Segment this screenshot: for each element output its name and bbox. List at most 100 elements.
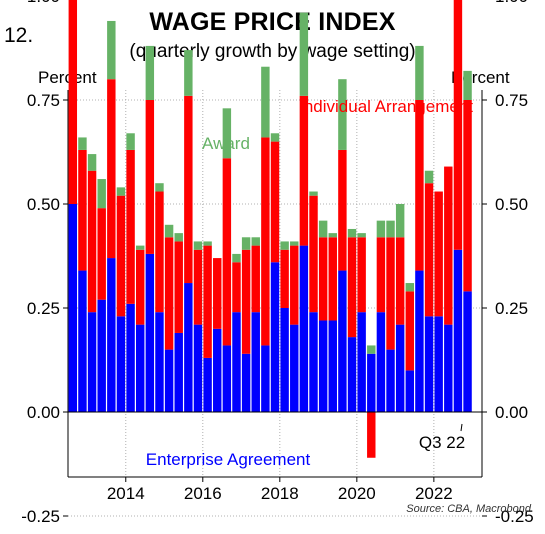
bar-individual-arrangement-31 bbox=[367, 412, 375, 458]
bar-award-25 bbox=[309, 192, 317, 196]
bar-individual-arrangement-9 bbox=[155, 192, 163, 313]
bar-enterprise-agreement-30 bbox=[357, 312, 365, 412]
xtick-label-1: 2016 bbox=[184, 484, 222, 503]
bar-enterprise-agreement-41 bbox=[463, 291, 471, 412]
bar-individual-arrangement-13 bbox=[194, 250, 202, 325]
bar-individual-arrangement-27 bbox=[329, 237, 337, 320]
bar-award-24 bbox=[300, 13, 308, 96]
ytick-right-label-6: 0.00 bbox=[495, 403, 528, 422]
bar-award-11 bbox=[175, 233, 183, 241]
annotation-pointer bbox=[461, 424, 462, 431]
bar-enterprise-agreement-34 bbox=[396, 325, 404, 412]
bar-enterprise-agreement-35 bbox=[406, 370, 414, 412]
bar-enterprise-agreement-7 bbox=[136, 325, 144, 412]
bar-enterprise-agreement-13 bbox=[194, 325, 202, 412]
ytick-left-label-5: 0.25 bbox=[27, 299, 60, 318]
bar-award-4 bbox=[107, 21, 115, 79]
bar-individual-arrangement-23 bbox=[290, 246, 298, 325]
bar-individual-arrangement-11 bbox=[175, 241, 183, 333]
ytick-left-label-7: -0.25 bbox=[21, 507, 60, 526]
bar-enterprise-agreement-24 bbox=[300, 246, 308, 412]
bar-enterprise-agreement-38 bbox=[434, 316, 442, 412]
bar-award-12 bbox=[184, 50, 192, 96]
bar-award-10 bbox=[165, 225, 173, 237]
ytick-left-label-4: 0.50 bbox=[27, 195, 60, 214]
bar-individual-arrangement-21 bbox=[271, 142, 279, 263]
series-label-enterprise-agreement: Enterprise Agreement bbox=[146, 450, 311, 469]
bar-enterprise-agreement-3 bbox=[97, 300, 105, 412]
bar-award-23 bbox=[290, 241, 298, 245]
bar-individual-arrangement-24 bbox=[300, 96, 308, 246]
source-note: Source: CBA, Macrobond bbox=[406, 503, 531, 515]
bar-individual-arrangement-15 bbox=[213, 258, 221, 329]
bar-individual-arrangement-38 bbox=[434, 192, 442, 317]
bar-enterprise-agreement-4 bbox=[107, 258, 115, 412]
bar-individual-arrangement-20 bbox=[261, 137, 269, 345]
bar-enterprise-agreement-10 bbox=[165, 350, 173, 412]
bar-award-22 bbox=[280, 241, 288, 249]
ytick-right-label-5: 0.25 bbox=[495, 299, 528, 318]
bar-enterprise-agreement-19 bbox=[252, 312, 260, 412]
bar-individual-arrangement-41 bbox=[463, 100, 471, 291]
bar-award-41 bbox=[463, 71, 471, 100]
bar-award-33 bbox=[386, 221, 394, 238]
bar-individual-arrangement-14 bbox=[203, 246, 211, 358]
bar-award-6 bbox=[126, 133, 134, 150]
bar-individual-arrangement-28 bbox=[338, 150, 346, 271]
bar-award-32 bbox=[377, 221, 385, 238]
bar-enterprise-agreement-11 bbox=[175, 333, 183, 412]
bar-individual-arrangement-35 bbox=[406, 291, 414, 370]
bar-enterprise-agreement-22 bbox=[280, 308, 288, 412]
bar-enterprise-agreement-29 bbox=[348, 337, 356, 412]
bar-award-31 bbox=[367, 345, 375, 353]
bar-award-21 bbox=[271, 133, 279, 141]
bar-individual-arrangement-33 bbox=[386, 237, 394, 349]
ytick-left-label-3: 0.75 bbox=[27, 91, 60, 110]
bar-enterprise-agreement-17 bbox=[232, 312, 240, 412]
bar-award-18 bbox=[242, 237, 250, 249]
bar-award-7 bbox=[136, 246, 144, 250]
ytick-right-label-2: 1.00 bbox=[495, 0, 528, 6]
bar-enterprise-agreement-40 bbox=[454, 250, 462, 412]
bar-individual-arrangement-5 bbox=[117, 196, 125, 317]
ytick-right-label-4: 0.50 bbox=[495, 195, 528, 214]
ytick-left-label-2: 1.00 bbox=[27, 0, 60, 6]
bar-individual-arrangement-26 bbox=[319, 237, 327, 320]
bar-individual-arrangement-18 bbox=[242, 250, 250, 354]
bar-award-2 bbox=[88, 154, 96, 171]
annotation-q3-22: Q3 22 bbox=[419, 433, 465, 452]
bar-award-36 bbox=[415, 46, 423, 100]
bar-enterprise-agreement-37 bbox=[425, 316, 433, 412]
bar-award-19 bbox=[252, 237, 260, 245]
bar-individual-arrangement-40 bbox=[454, 0, 462, 250]
bar-enterprise-agreement-31 bbox=[367, 354, 375, 412]
bar-individual-arrangement-2 bbox=[88, 171, 96, 312]
bar-enterprise-agreement-9 bbox=[155, 312, 163, 412]
bar-individual-arrangement-34 bbox=[396, 237, 404, 324]
bar-individual-arrangement-4 bbox=[107, 79, 115, 258]
bar-award-29 bbox=[348, 229, 356, 237]
xtick-label-2: 2018 bbox=[261, 484, 299, 503]
xtick-label-3: 2020 bbox=[338, 484, 376, 503]
series-label-individual-arrangement: Individual Arrangement bbox=[299, 97, 473, 116]
bar-enterprise-agreement-14 bbox=[203, 358, 211, 412]
bar-enterprise-agreement-15 bbox=[213, 329, 221, 412]
bar-enterprise-agreement-32 bbox=[377, 312, 385, 412]
bar-individual-arrangement-10 bbox=[165, 237, 173, 349]
bar-individual-arrangement-30 bbox=[357, 237, 365, 312]
bar-enterprise-agreement-25 bbox=[309, 312, 317, 412]
bar-individual-arrangement-32 bbox=[377, 237, 385, 312]
bar-enterprise-agreement-2 bbox=[88, 312, 96, 412]
bar-enterprise-agreement-26 bbox=[319, 320, 327, 412]
ytick-left-label-6: 0.00 bbox=[27, 403, 60, 422]
bar-enterprise-agreement-21 bbox=[271, 262, 279, 412]
bar-individual-arrangement-25 bbox=[309, 196, 317, 312]
bar-enterprise-agreement-23 bbox=[290, 325, 298, 412]
bar-individual-arrangement-3 bbox=[97, 208, 105, 300]
bar-enterprise-agreement-20 bbox=[261, 345, 269, 412]
bar-award-8 bbox=[146, 46, 154, 100]
bar-award-5 bbox=[117, 187, 125, 195]
bar-enterprise-agreement-0 bbox=[69, 204, 77, 412]
xtick-label-0: 2014 bbox=[107, 484, 145, 503]
bar-individual-arrangement-8 bbox=[146, 100, 154, 254]
